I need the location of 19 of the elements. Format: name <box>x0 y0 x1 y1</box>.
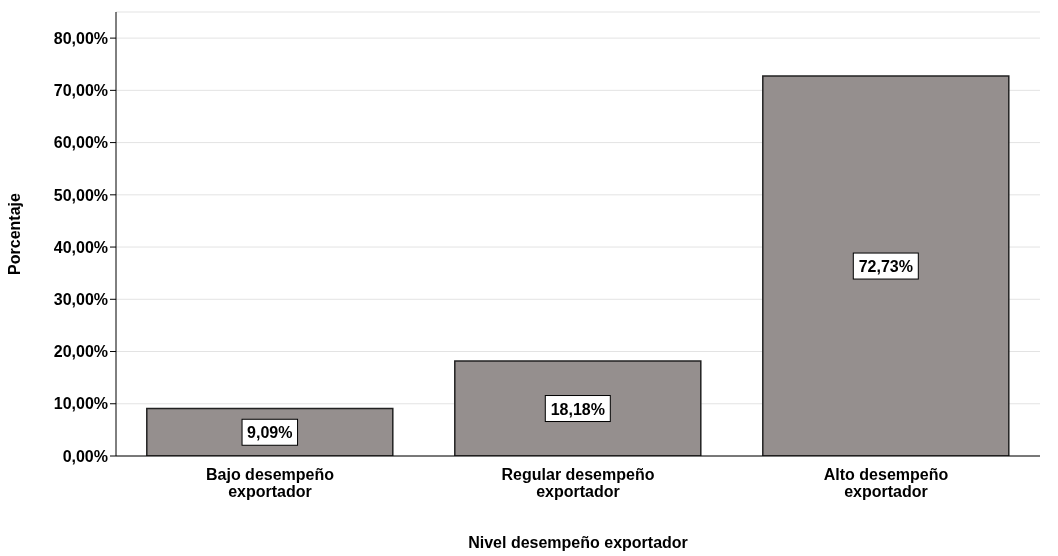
data-label: 9,09% <box>247 424 293 442</box>
x-tick-label: Regular desempeño exportador <box>501 466 655 500</box>
x-tick-label: Bajo desempeño exportador <box>205 466 335 500</box>
y-tick-label: 30,00% <box>53 290 108 308</box>
y-tick-label: 40,00% <box>53 238 108 256</box>
y-tick-label: 50,00% <box>53 186 108 204</box>
y-tick-label: 70,00% <box>53 82 108 100</box>
y-tick-label: 20,00% <box>53 343 108 361</box>
y-tick-label: 60,00% <box>53 134 108 152</box>
x-tick-label: Alto desempeño exportador <box>823 466 949 500</box>
data-label: 72,73% <box>858 258 913 276</box>
y-tick-label: 80,00% <box>53 29 108 47</box>
y-axis-title: Porcentaje <box>5 192 23 275</box>
bar <box>454 360 702 456</box>
data-label: 18,18% <box>550 400 605 418</box>
x-axis-title: Nivel desempeño exportador <box>468 534 688 551</box>
y-tick-label: 0,00% <box>62 447 108 465</box>
bar <box>762 75 1010 456</box>
y-tick-label: 10,00% <box>53 395 108 413</box>
